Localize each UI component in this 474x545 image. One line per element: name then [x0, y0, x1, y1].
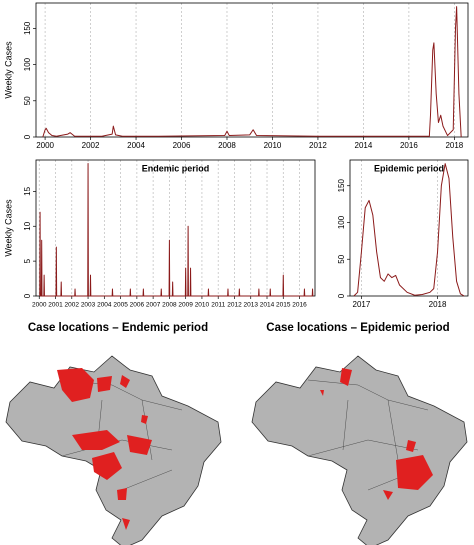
x-tick-label: 2012 [309, 141, 327, 150]
x-tick-label: 2005 [113, 302, 128, 309]
x-tick-label: 2002 [65, 302, 80, 309]
x-tick-label: 2001 [48, 302, 63, 309]
x-tick-label: 2014 [260, 302, 275, 309]
case-area [57, 368, 94, 402]
x-tick-label: 2016 [400, 141, 418, 150]
x-tick-label: 2000 [32, 302, 47, 309]
plot-frame [349, 159, 469, 297]
x-tick-label: 2011 [211, 302, 225, 309]
case-area [383, 490, 393, 500]
y-tick-label: 150 [337, 179, 346, 193]
x-tick-label: 2000 [36, 141, 54, 150]
map-endemic [5, 355, 222, 545]
x-tick-label: 2004 [97, 302, 112, 309]
y-tick-label: 15 [23, 186, 32, 195]
x-tick-label: 2009 [178, 302, 193, 309]
data-line [353, 163, 465, 297]
case-area [141, 415, 148, 424]
country-outline [5, 355, 222, 545]
case-areas [57, 368, 152, 530]
y-tick-label: 0 [23, 293, 32, 298]
x-tick-label: 2018 [429, 300, 447, 309]
case-area [320, 390, 324, 396]
y-tick-label: 100 [337, 215, 346, 229]
chart-title: Epidemic period [374, 163, 444, 173]
chart-title: Endemic period [142, 163, 210, 173]
map-epidemic [251, 355, 468, 545]
x-tick-label: 2016 [292, 302, 307, 309]
y-tick-label: 5 [23, 258, 32, 263]
plot-frame [35, 2, 469, 138]
y-axis-label: Weekly Cases [3, 41, 13, 99]
y-tick-label: 0 [337, 293, 346, 298]
case-area [97, 376, 112, 392]
x-tick-label: 2017 [353, 300, 371, 309]
x-tick-label: 2010 [264, 141, 282, 150]
y-tick-label: 100 [23, 57, 32, 71]
y-tick-label: 150 [23, 21, 32, 35]
y-tick-label: 50 [23, 96, 32, 105]
x-tick-label: 2018 [445, 141, 463, 150]
country-outline [251, 355, 468, 545]
y-axis-label: Weekly Cases [3, 199, 13, 257]
x-tick-label: 2013 [244, 302, 259, 309]
x-tick-label: 2012 [227, 302, 242, 309]
case-area [117, 488, 127, 500]
case-area [120, 375, 130, 388]
map-title: Case locations – Epidemic period [266, 322, 449, 334]
state-borders [61, 379, 183, 491]
y-tick-label: 50 [337, 254, 346, 263]
x-tick-label: 2006 [173, 141, 191, 150]
case-area [122, 518, 130, 530]
x-tick-label: 2010 [195, 302, 210, 309]
x-tick-label: 2008 [218, 141, 236, 150]
state-borders [307, 379, 429, 491]
x-tick-label: 2007 [146, 302, 161, 309]
case-area [72, 430, 120, 450]
y-tick-label: 10 [23, 221, 32, 230]
y-tick-label: 0 [23, 134, 32, 139]
case-area [406, 440, 416, 452]
x-tick-label: 2006 [130, 302, 145, 309]
case-areas [320, 368, 433, 500]
case-area [396, 455, 433, 490]
x-tick-label: 2014 [355, 141, 373, 150]
case-area [340, 368, 352, 386]
x-tick-label: 2003 [81, 302, 96, 309]
data-line [42, 6, 462, 138]
x-tick-label: 2002 [82, 141, 100, 150]
case-area [127, 435, 152, 455]
map-title: Case locations – Endemic period [28, 322, 208, 334]
data-line [39, 162, 314, 297]
x-tick-label: 2004 [127, 141, 145, 150]
plot-frame [35, 159, 316, 297]
x-tick-label: 2015 [276, 302, 291, 309]
x-tick-label: 2008 [162, 302, 177, 309]
case-area [92, 452, 122, 480]
